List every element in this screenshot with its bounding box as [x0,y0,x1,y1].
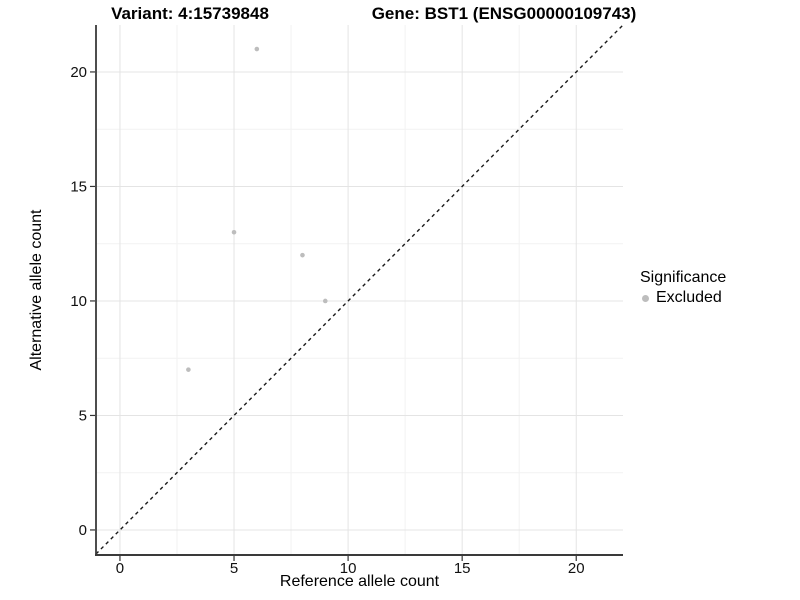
data-point [300,252,305,258]
plot-title-gene: Gene: BST1 (ENSG00000109743) [371,4,637,23]
identity-line [95,24,624,555]
y-tick-label: 0 [79,522,87,539]
x-tick-label: 15 [454,560,471,577]
plot-title-variant: Variant: 4:15739848 [111,4,269,23]
legend-key-dot-icon [642,294,649,302]
legend-entry: Excluded [640,289,726,307]
y-tick-label: 15 [70,178,87,195]
x-tick-label: 10 [340,560,357,577]
legend-title: Significance [640,269,727,286]
data-point [231,229,237,235]
y-tick-label: 20 [70,64,87,81]
y-tick-label: 5 [79,407,87,424]
data-point [254,46,260,52]
data-point [322,298,328,304]
data-point [186,367,191,372]
y-tick-label: 10 [70,293,87,310]
x-tick-label: 5 [230,560,238,577]
x-tick-label: 0 [116,560,124,577]
x-tick-label: 20 [568,560,585,577]
legend-entry-label: Excluded [656,289,722,306]
y-axis-title: Alternative allele count [28,209,45,371]
x-axis-title: Reference allele count [279,573,440,590]
legend: Significance Excluded [640,269,726,307]
